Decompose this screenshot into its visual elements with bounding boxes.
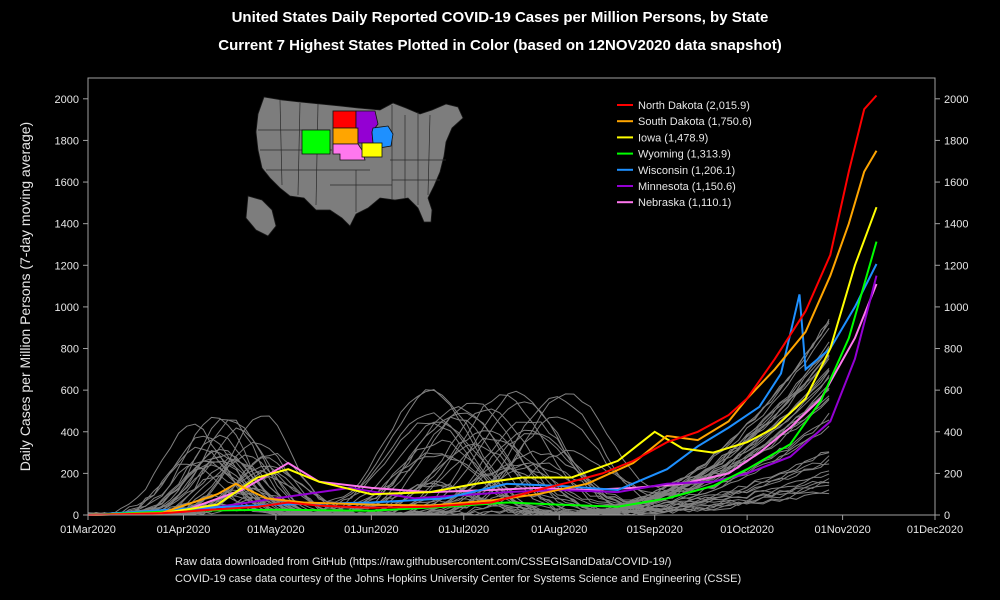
other-states-lines bbox=[87, 318, 830, 516]
y-tick-label: 1600 bbox=[55, 177, 79, 189]
y-tick-label: 1800 bbox=[55, 135, 79, 147]
x-tick-label: 01Jun2020 bbox=[344, 524, 398, 536]
state-line-gray bbox=[87, 443, 830, 516]
state-line-gray bbox=[87, 355, 830, 516]
y-tick-label: 600 bbox=[61, 385, 79, 397]
series-line-south-dakota bbox=[87, 150, 878, 516]
legend-entry: North Dakota (2,015.9) bbox=[638, 100, 750, 112]
footer-source: Raw data downloaded from GitHub (https:/… bbox=[175, 556, 672, 568]
plot-frame bbox=[87, 77, 936, 516]
legend-entry: Nebraska (1,110.1) bbox=[638, 197, 731, 209]
x-tick-label: 01Jul2020 bbox=[438, 524, 489, 536]
series-line-wisconsin bbox=[87, 263, 878, 516]
y-tick-label-right: 0 bbox=[944, 510, 950, 522]
y-tick-label-right: 200 bbox=[944, 468, 962, 480]
y-tick-label: 0 bbox=[73, 510, 79, 522]
legend-entry: Wisconsin (1,206.1) bbox=[638, 165, 735, 177]
y-tick-label-right: 2000 bbox=[944, 94, 968, 106]
x-tick-label: 01Nov2020 bbox=[814, 524, 870, 536]
state-line-gray bbox=[87, 346, 830, 516]
state-line-gray bbox=[87, 437, 830, 516]
x-tick-label: 01Sep2020 bbox=[627, 524, 683, 536]
y-tick-label: 2000 bbox=[55, 94, 79, 106]
x-tick-label: 01Mar2020 bbox=[60, 524, 116, 536]
axes: 0 0 200 200 400 400 600 600 800 800 1000 1000 1200 12… bbox=[17, 77, 968, 536]
state-line-gray bbox=[87, 354, 830, 516]
legend-entry: Wyoming (1,313.9) bbox=[638, 149, 731, 161]
chart-title: United States Daily Reported COVID-19 Ca… bbox=[231, 9, 769, 26]
series-line-north-dakota bbox=[87, 94, 878, 516]
y-tick-label: 800 bbox=[61, 344, 79, 356]
y-tick-label: 1400 bbox=[55, 219, 79, 231]
state-line-gray bbox=[88, 427, 830, 516]
series-line-iowa bbox=[87, 206, 878, 516]
x-tick-label: 01Dec2020 bbox=[907, 524, 963, 536]
footer-credit: COVID-19 case data courtesy of the Johns… bbox=[175, 573, 742, 585]
y-tick-label: 200 bbox=[61, 468, 79, 480]
x-tick-label: 01Aug2020 bbox=[531, 524, 587, 536]
state-line-gray bbox=[87, 320, 830, 516]
state-line-gray bbox=[87, 462, 830, 516]
state-line-gray bbox=[88, 375, 830, 516]
legend-entry: Minnesota (1,150.6) bbox=[638, 181, 736, 193]
y-tick-label-right: 800 bbox=[944, 344, 962, 356]
state-line-gray bbox=[88, 390, 830, 516]
y-tick-label-right: 400 bbox=[944, 427, 962, 439]
us-map-icon bbox=[245, 96, 464, 237]
y-tick-label-right: 1200 bbox=[944, 260, 968, 272]
highlighted-states-lines bbox=[87, 94, 878, 516]
series-line-wyoming bbox=[87, 241, 878, 516]
legend: North Dakota (2,015.9) South Dakota (1,75… bbox=[617, 100, 752, 209]
legend-entry: Iowa (1,478.9) bbox=[638, 132, 708, 144]
y-tick-label: 400 bbox=[61, 427, 79, 439]
y-tick-label-right: 1600 bbox=[944, 177, 968, 189]
y-tick-label-right: 1400 bbox=[944, 219, 968, 231]
state-line-gray bbox=[88, 348, 830, 516]
y-tick-label: 1000 bbox=[55, 302, 79, 314]
legend-entry: South Dakota (1,750.6) bbox=[638, 116, 752, 128]
y-tick-label: 1200 bbox=[55, 260, 79, 272]
state-line-gray bbox=[87, 393, 830, 516]
x-tick-label: 01May2020 bbox=[247, 524, 305, 536]
y-tick-label-right: 1000 bbox=[944, 302, 968, 314]
x-tick-label: 01Apr2020 bbox=[157, 524, 211, 536]
y-tick-label-right: 1800 bbox=[944, 135, 968, 147]
chart-subtitle: Current 7 Highest States Plotted in Colo… bbox=[218, 37, 782, 54]
series-line-minnesota bbox=[87, 275, 878, 516]
x-tick-label: 01Oct2020 bbox=[720, 524, 774, 536]
y-axis-label: Daily Cases per Million Persons (7-day m… bbox=[17, 122, 33, 471]
y-tick-label-right: 600 bbox=[944, 385, 962, 397]
